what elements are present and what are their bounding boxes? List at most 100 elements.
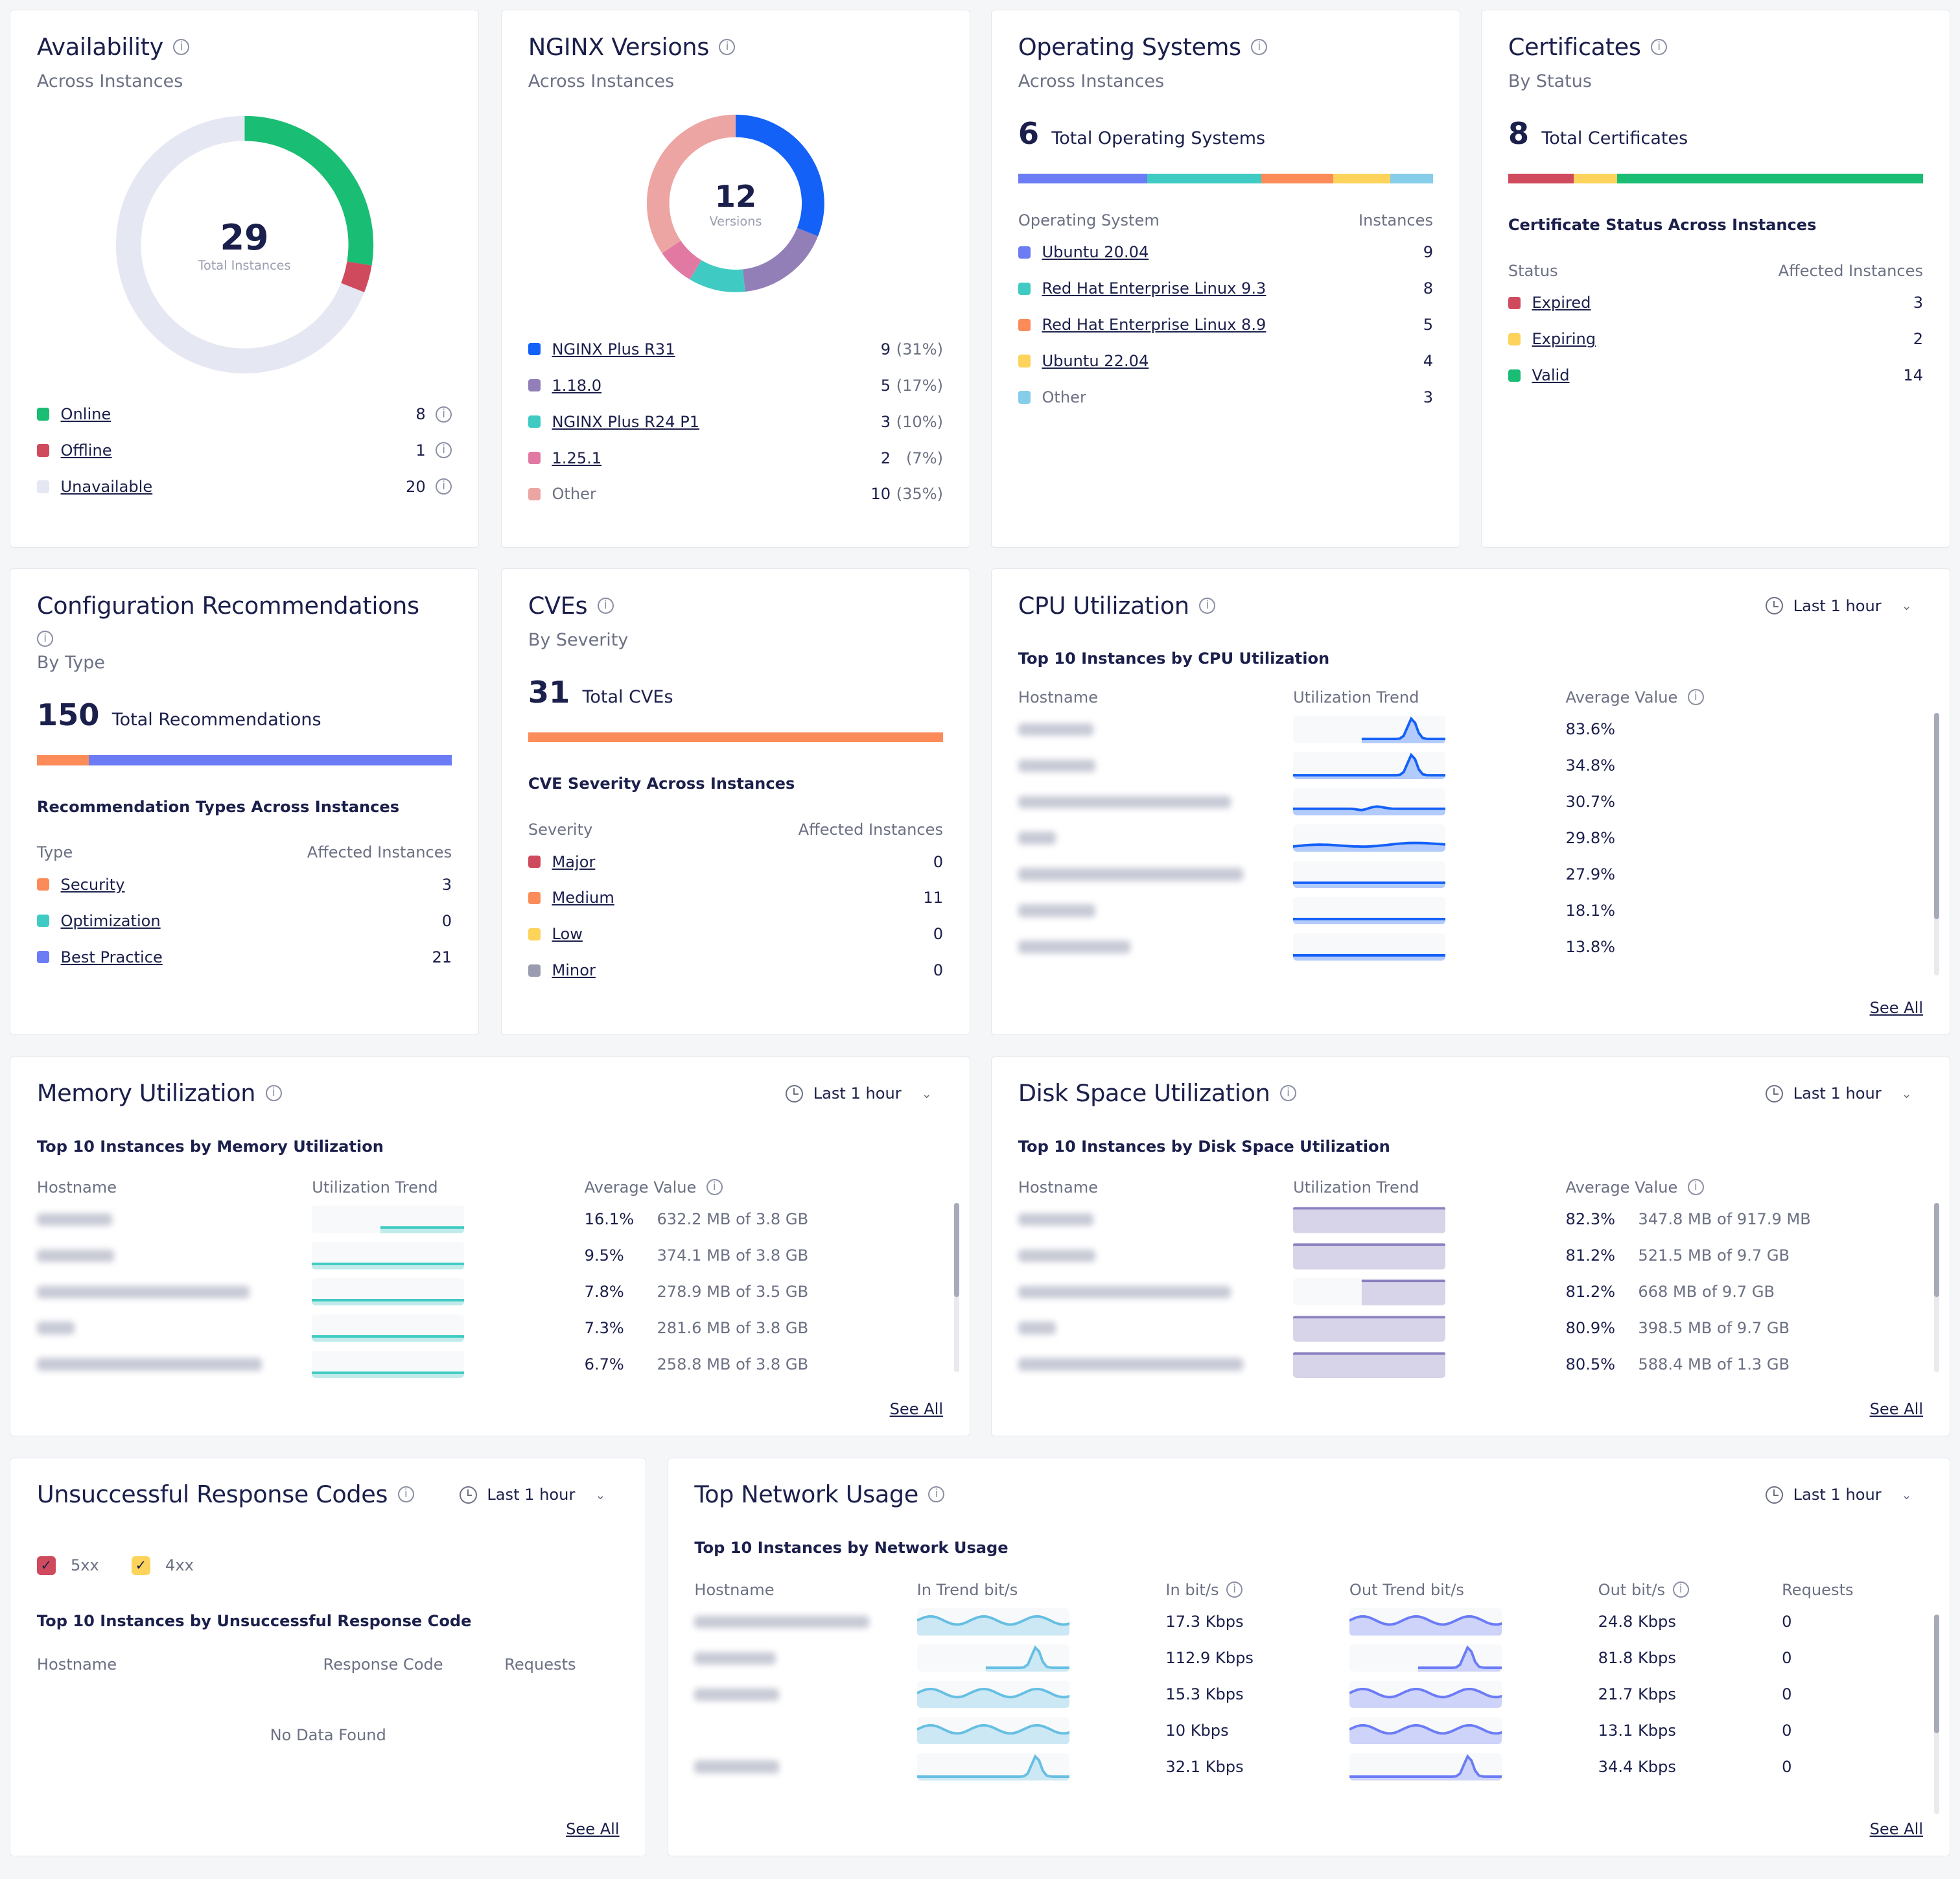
legend-item[interactable]: 1.18.0 5 (17%) [528,368,943,404]
scrollbar[interactable] [954,1203,960,1372]
table-row[interactable]: 9.5% 374.1 MB of 3.8 GB [36,1237,943,1274]
legend-label[interactable]: Security [60,875,125,894]
table-row[interactable]: 83.6% [1018,711,1923,747]
hostname-redacted[interactable] [1018,1322,1056,1335]
donut-segment-nginx-plus-r31[interactable] [735,115,824,237]
see-all-link[interactable]: See All [1869,1819,1924,1838]
table-row[interactable]: 80.5% 588.4 MB of 1.3 GB [1018,1346,1923,1383]
legend-label[interactable]: Low [552,925,583,944]
hostname-redacted[interactable] [1018,832,1056,845]
legend-label[interactable]: Red Hat Enterprise Linux 8.9 [1042,316,1266,334]
legend-label[interactable]: Ubuntu 20.04 [1042,243,1149,262]
hostname-redacted[interactable] [694,1760,780,1773]
time-range-select[interactable]: Last 1 hour ⌄ [1766,1084,1912,1103]
scrollbar[interactable] [1934,713,1940,976]
legend-label[interactable]: Red Hat Enterprise Linux 9.3 [1042,279,1266,298]
see-all-link[interactable]: See All [1869,998,1924,1017]
see-all-link[interactable]: See All [566,1819,620,1838]
legend-item[interactable]: Minor 0 [528,952,943,988]
hostname-redacted[interactable] [36,1322,75,1335]
table-row[interactable]: 81.2% 521.5 MB of 9.7 GB [1018,1237,1923,1274]
table-row[interactable]: 6.7% 258.8 MB of 3.8 GB [36,1346,943,1383]
hostname-redacted[interactable] [36,1358,262,1371]
hostname-redacted[interactable] [1018,1249,1096,1262]
hostname-redacted[interactable] [1018,1358,1243,1371]
info-icon[interactable]: i [173,39,190,56]
info-icon[interactable]: i [1687,689,1704,706]
table-row[interactable]: 32.1 Kbps 34.4 Kbps 0 [694,1749,1923,1785]
legend-label[interactable]: Online [60,405,111,424]
legend-item[interactable]: NGINX Plus R24 P1 3 (10%) [528,404,943,440]
table-row[interactable]: 82.3% 347.8 MB of 917.9 MB [1018,1201,1923,1237]
legend-item[interactable]: Red Hat Enterprise Linux 9.3 8 [1018,270,1433,307]
table-row[interactable]: 81.2% 668 MB of 9.7 GB [1018,1274,1923,1310]
table-row[interactable]: 18.1% [1018,893,1923,929]
info-icon[interactable]: i [436,442,452,459]
donut-segment-unavailable[interactable] [115,116,364,374]
legend-item[interactable]: Security 3 [36,867,452,903]
info-icon[interactable]: i [1279,1085,1296,1102]
donut-segment-1-25-1[interactable] [662,240,702,280]
hostname-redacted[interactable] [1018,868,1243,881]
info-icon[interactable]: i [436,406,452,423]
table-row[interactable]: 13.8% [1018,929,1923,965]
info-icon[interactable]: i [265,1085,282,1102]
legend-label[interactable]: Ubuntu 22.04 [1042,352,1149,371]
table-row[interactable]: 7.8% 278.9 MB of 3.5 GB [36,1274,943,1310]
time-range-select[interactable]: Last 1 hour ⌄ [786,1084,932,1103]
table-row[interactable]: 80.9% 398.5 MB of 9.7 GB [1018,1310,1923,1346]
hostname-redacted[interactable] [36,1249,115,1262]
info-icon[interactable]: i [928,1486,945,1503]
hostname-redacted[interactable] [1018,723,1093,736]
info-icon[interactable]: i [397,1486,414,1503]
legend-label[interactable]: Medium [552,889,614,907]
table-row[interactable]: 15.3 Kbps 21.7 Kbps 0 [694,1676,1923,1712]
legend-label[interactable]: Expiring [1532,330,1596,349]
info-icon[interactable]: i [719,39,736,56]
legend-item[interactable]: NGINX Plus R31 9 (31%) [528,331,943,368]
info-icon[interactable]: i [1672,1581,1689,1598]
legend-item[interactable]: Low 0 [528,916,943,952]
donut-segment-nginx-plus-r24-p1[interactable] [690,260,745,292]
info-icon[interactable]: i [36,631,53,648]
legend-item[interactable]: Ubuntu 20.04 9 [1018,234,1433,270]
checkmark-icon[interactable]: ✓ [131,1556,150,1575]
legend-label[interactable]: 1.18.0 [552,376,602,395]
hostname-redacted[interactable] [36,1213,112,1226]
legend-label[interactable]: NGINX Plus R24 P1 [552,412,700,431]
info-icon[interactable]: i [706,1179,723,1196]
table-row[interactable]: 112.9 Kbps 81.8 Kbps 0 [694,1640,1923,1676]
legend-item[interactable]: Unavailable 20 i [36,469,452,505]
see-all-link[interactable]: See All [889,1399,944,1418]
legend-label[interactable]: Optimization [60,911,161,930]
table-row[interactable]: 16.1% 632.2 MB of 3.8 GB [36,1201,943,1237]
info-icon[interactable]: i [1251,39,1268,56]
hostname-redacted[interactable] [694,1615,870,1628]
info-icon[interactable]: i [1226,1581,1243,1598]
legend-label[interactable]: Unavailable [60,477,153,496]
info-icon[interactable]: i [1199,598,1216,614]
hostname-redacted[interactable] [1018,1213,1093,1226]
scrollbar[interactable] [1934,1203,1940,1372]
donut-segment-offline[interactable] [340,261,372,293]
legend-item[interactable]: Major 0 [528,844,943,880]
donut-segment-online[interactable] [244,116,373,266]
table-row[interactable]: 10 Kbps 13.1 Kbps 0 [694,1712,1923,1749]
hostname-redacted[interactable] [1018,940,1131,953]
legend-item[interactable]: Valid 14 [1508,357,1923,393]
hostname-redacted[interactable] [694,1688,780,1701]
filter-checkbox-4xx[interactable]: ✓ 4xx [131,1556,194,1575]
filter-checkbox-5xx[interactable]: ✓ 5xx [36,1556,99,1575]
hostname-redacted[interactable] [1018,759,1096,772]
donut-segment-1-18-0[interactable] [742,228,819,292]
table-row[interactable]: 17.3 Kbps 24.8 Kbps 0 [694,1604,1923,1640]
legend-item[interactable]: Best Practice 21 [36,939,452,975]
legend-label[interactable]: Valid [1532,366,1570,385]
legend-label[interactable]: NGINX Plus R31 [552,340,675,358]
legend-item[interactable]: Expired 3 [1508,285,1923,321]
legend-label[interactable]: Minor [552,961,596,980]
table-row[interactable]: 30.7% [1018,784,1923,820]
table-row[interactable]: 34.8% [1018,747,1923,784]
table-row[interactable]: 27.9% [1018,856,1923,893]
legend-item[interactable]: Expiring 2 [1508,321,1923,357]
